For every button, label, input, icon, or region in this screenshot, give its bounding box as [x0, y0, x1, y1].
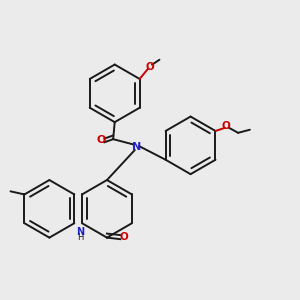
Text: N: N	[132, 142, 141, 152]
Text: O: O	[120, 232, 128, 242]
Text: O: O	[145, 62, 154, 72]
Text: O: O	[222, 121, 231, 131]
Text: N: N	[76, 227, 85, 237]
Text: O: O	[96, 135, 106, 145]
Text: H: H	[77, 233, 84, 242]
